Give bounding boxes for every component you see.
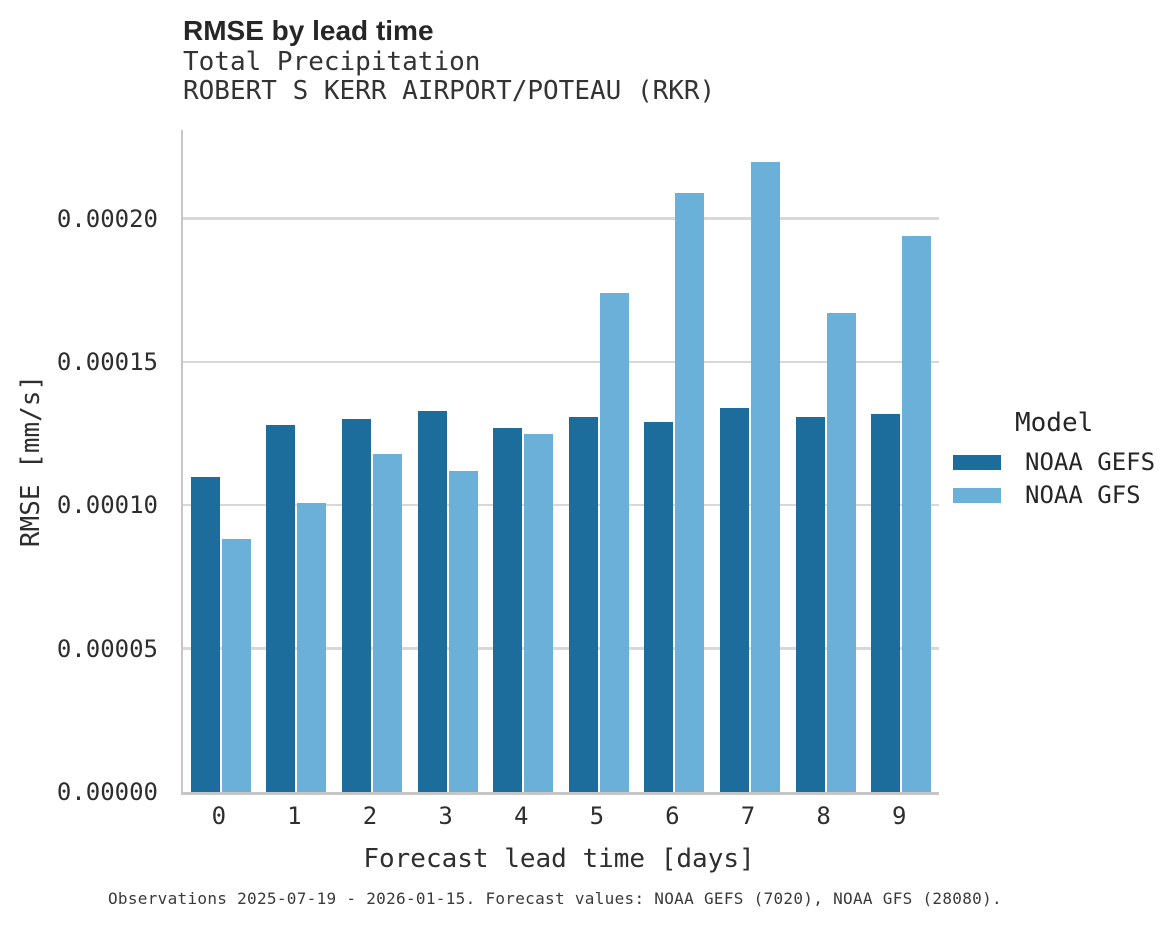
bar-gfs-day-1 — [297, 502, 327, 792]
chart-title: RMSE by lead time — [183, 15, 434, 46]
x-tick-label: 7 — [740, 802, 756, 830]
bar-gefs-day-5 — [568, 416, 598, 792]
bar-gfs-day-0 — [221, 538, 251, 792]
x-tick-label: 8 — [816, 802, 831, 830]
x-tick-label: 0 — [211, 802, 227, 830]
legend-title: Model — [1015, 408, 1094, 438]
x-axis-ticks: 0 1 2 3 4 5 6 7 8 9 — [181, 796, 937, 836]
legend-label-gefs: NOAA GEFS — [1025, 448, 1156, 476]
x-tick-label: 3 — [438, 802, 453, 830]
footnote: Observations 2025-07-19 - 2026-01-15. Fo… — [108, 889, 1002, 908]
gridline — [183, 647, 939, 650]
bar-gfs-day-3 — [448, 471, 478, 792]
bar-gefs-day-7 — [720, 407, 749, 792]
chart-header: RMSE by lead time Total Precipitation RO… — [183, 14, 715, 106]
gridline — [183, 503, 939, 507]
plot-area — [181, 130, 939, 795]
bar-gefs-day-6 — [644, 422, 674, 792]
bar-gfs-day-9 — [902, 236, 932, 792]
legend-entry-gefs: NOAA GEFS — [953, 448, 1156, 476]
x-tick-label: 2 — [362, 802, 378, 830]
bar-gfs-day-4 — [524, 433, 554, 792]
legend-entry-gfs: NOAA GFS — [953, 481, 1155, 509]
x-tick-label: 1 — [287, 802, 302, 830]
bar-gfs-day-7 — [751, 161, 780, 792]
bar-gefs-day-9 — [871, 413, 901, 792]
bar-gfs-day-2 — [373, 453, 402, 792]
chart-subtitle-variable: Total Precipitation — [183, 47, 481, 77]
bar-gefs-day-4 — [493, 428, 523, 792]
legend-label-gfs: NOAA GFS — [1025, 481, 1141, 509]
y-tick-label: 0.00015 — [56, 348, 158, 377]
legend: Model NOAA GEFS NOAA GFS — [953, 408, 1155, 516]
y-tick-label: 0.00005 — [56, 634, 158, 663]
y-tick-label: 0.00010 — [56, 491, 158, 520]
y-axis-ticks: 0.00000 0.00005 0.00010 0.00015 0.00020 — [0, 130, 158, 806]
bar-gefs-day-8 — [795, 416, 825, 792]
gefs-color-swatch — [953, 454, 1001, 470]
y-tick-label: 0.00020 — [56, 204, 158, 233]
x-tick-label: 9 — [891, 802, 907, 830]
x-axis-label: Forecast lead time [days] — [363, 844, 755, 874]
gridline — [183, 360, 939, 364]
bar-gfs-day-6 — [675, 193, 705, 792]
bar-gefs-day-3 — [417, 410, 447, 792]
bar-gefs-day-2 — [342, 419, 371, 792]
bar-gefs-day-1 — [266, 425, 296, 792]
gfs-color-swatch — [953, 487, 1001, 503]
chart-subtitle-station: ROBERT S KERR AIRPORT/POTEAU (RKR) — [183, 76, 716, 106]
bar-gfs-day-5 — [599, 293, 629, 792]
bar-gefs-day-0 — [190, 476, 220, 792]
bar-gfs-day-8 — [826, 313, 856, 792]
x-tick-label: 4 — [513, 802, 529, 830]
x-tick-label: 6 — [665, 802, 680, 830]
gridline — [183, 217, 939, 220]
x-tick-label: 5 — [589, 802, 605, 830]
y-tick-label: 0.00000 — [56, 778, 158, 806]
